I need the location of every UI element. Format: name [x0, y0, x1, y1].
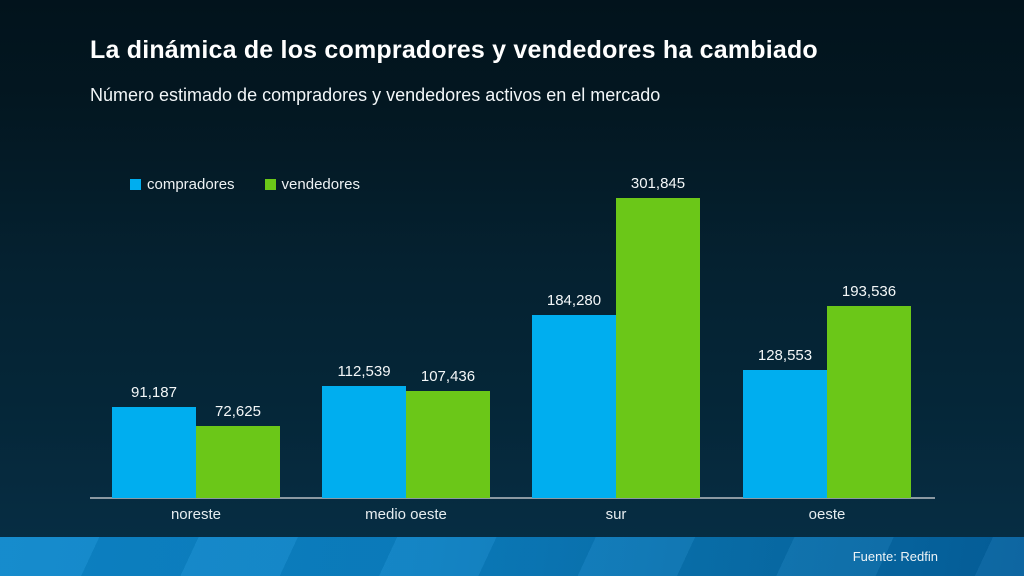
legend-label-vendedores: vendedores [281, 175, 360, 193]
legend-swatch-compradores-icon [130, 178, 141, 190]
value-label-vendedores-oeste: 193,536 [841, 283, 897, 300]
footer-bar: Fuente: Redfin [0, 537, 1024, 576]
value-label-vendedores-noreste: 72,625 [215, 403, 261, 420]
bar-compradores-noreste [112, 407, 196, 498]
bar-vendedores-medio-oeste [406, 391, 490, 498]
bar-vendedores-sur [616, 198, 700, 498]
x-axis-line [90, 497, 935, 499]
value-label-compradores-noreste: 91,187 [131, 384, 177, 401]
chart-subtitle: Número estimado de compradores y vendedo… [90, 85, 661, 105]
source-text: Fuente: Redfin [852, 549, 938, 564]
bar-compradores-sur [532, 315, 616, 498]
category-label-medio-oeste: medio oeste [365, 506, 447, 523]
bar-compradores-medio-oeste [322, 386, 406, 498]
category-label-sur: sur [605, 506, 627, 523]
legend: compradores vendedores [130, 175, 360, 193]
value-label-vendedores-medio-oeste: 107,436 [420, 368, 476, 385]
category-label-noreste: noreste [170, 506, 222, 523]
value-label-compradores-sur: 184,280 [546, 292, 602, 309]
bar-vendedores-oeste [827, 306, 911, 498]
value-label-vendedores-sur: 301,845 [630, 175, 686, 192]
chart-title: La dinámica de los compradores y vendedo… [90, 36, 818, 64]
legend-swatch-vendedores-icon [264, 178, 276, 190]
legend-item-vendedores: vendedores [264, 175, 360, 193]
bar-compradores-oeste [743, 370, 827, 498]
bar-vendedores-noreste [196, 426, 280, 498]
legend-item-compradores: compradores [130, 176, 235, 193]
legend-label-compradores: compradores [147, 175, 235, 193]
category-label-oeste: oeste [808, 506, 846, 523]
value-label-compradores-medio-oeste: 112,539 [337, 363, 391, 380]
value-label-compradores-oeste: 128,553 [757, 347, 813, 364]
